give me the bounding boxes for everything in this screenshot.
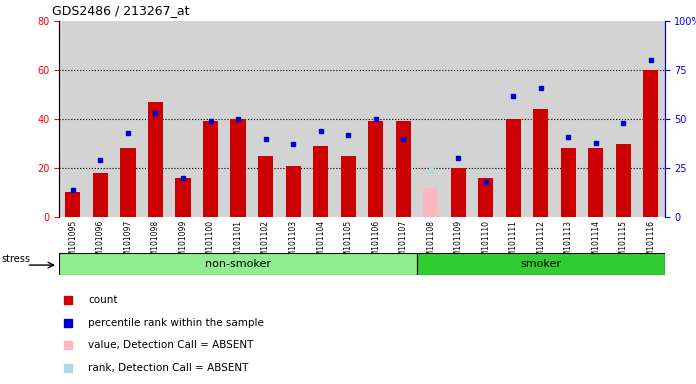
Bar bbox=[506, 119, 521, 217]
Bar bbox=[643, 70, 658, 217]
Bar bbox=[258, 156, 273, 217]
Bar bbox=[533, 109, 548, 217]
Text: GDS2486 / 213267_at: GDS2486 / 213267_at bbox=[52, 4, 190, 17]
Bar bbox=[59, 253, 417, 275]
Bar bbox=[417, 253, 665, 275]
Bar bbox=[588, 149, 603, 217]
Bar bbox=[313, 146, 329, 217]
Bar bbox=[285, 166, 301, 217]
Bar bbox=[340, 156, 356, 217]
Bar bbox=[616, 144, 631, 217]
Bar bbox=[368, 121, 383, 217]
Text: rank, Detection Call = ABSENT: rank, Detection Call = ABSENT bbox=[88, 362, 248, 373]
Bar bbox=[93, 173, 108, 217]
Text: non-smoker: non-smoker bbox=[205, 259, 271, 269]
Text: percentile rank within the sample: percentile rank within the sample bbox=[88, 318, 264, 328]
Bar bbox=[230, 119, 246, 217]
Bar bbox=[120, 149, 136, 217]
Bar bbox=[148, 102, 163, 217]
Text: count: count bbox=[88, 295, 118, 306]
Bar bbox=[65, 192, 81, 217]
Bar bbox=[451, 168, 466, 217]
Bar bbox=[561, 149, 576, 217]
Bar bbox=[395, 121, 411, 217]
Bar bbox=[478, 178, 493, 217]
Text: smoker: smoker bbox=[521, 259, 561, 269]
Bar bbox=[175, 178, 191, 217]
Bar bbox=[423, 188, 438, 217]
Text: stress: stress bbox=[1, 254, 30, 264]
Text: value, Detection Call = ABSENT: value, Detection Call = ABSENT bbox=[88, 339, 254, 350]
Bar bbox=[203, 121, 218, 217]
